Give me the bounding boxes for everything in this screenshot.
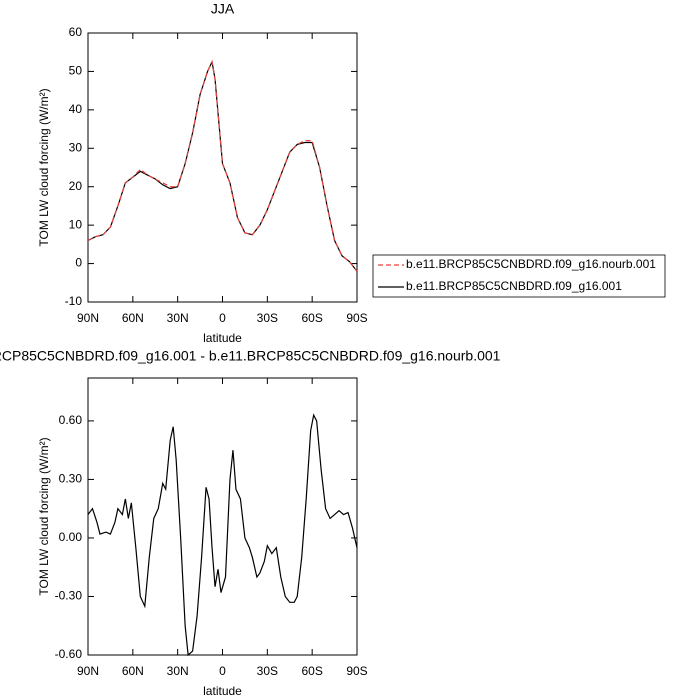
data-line — [87, 413, 358, 657]
x-tick-label: 60N — [122, 311, 144, 325]
y-tick-label: 10 — [69, 217, 83, 231]
y-tick-label: 0 — [75, 256, 82, 270]
legend-label: b.e11.BRCP85C5CNBDRD.f09_g16.001 — [406, 279, 622, 293]
x-tick-label: 30N — [167, 664, 189, 678]
y-tick-label: -0.30 — [55, 589, 83, 603]
y-tick-label: 50 — [69, 64, 83, 78]
y-tick-label: 20 — [69, 179, 83, 193]
y-tick-label: 40 — [69, 102, 83, 116]
x-tick-label: 90N — [77, 664, 99, 678]
y-tick-label: -10 — [65, 294, 83, 308]
data-line — [87, 59, 358, 272]
x-tick-label: 30S — [257, 311, 278, 325]
y-tick-label: 60 — [69, 25, 83, 39]
x-tick-label: 30S — [257, 664, 278, 678]
x-tick-label: 90S — [346, 664, 367, 678]
x-tick-label: 0 — [219, 664, 226, 678]
plot-frame — [87, 32, 358, 303]
y-tick-label: -0.60 — [55, 647, 83, 661]
legend-frame — [372, 254, 666, 298]
x-tick-label: 60S — [301, 311, 322, 325]
y-tick-label: 0.60 — [59, 413, 83, 427]
chart-title: JJA — [211, 1, 235, 17]
chart-title: b.e11.BRCP85C5CNBDRD.f09_g16.001 - b.e11… — [0, 348, 501, 364]
y-tick-label: 0.00 — [59, 530, 83, 544]
x-tick-label: 60S — [301, 664, 322, 678]
legend-label: b.e11.BRCP85C5CNBDRD.f09_g16.nourb.001 — [406, 257, 656, 271]
x-tick-label: 0 — [219, 311, 226, 325]
x-axis-label: latitude — [203, 331, 242, 345]
x-tick-label: 90N — [77, 311, 99, 325]
y-axis-label: TOM LW cloud forcing (W/m²) — [37, 437, 51, 595]
y-tick-label: 30 — [69, 140, 83, 154]
x-tick-label: 60N — [122, 664, 144, 678]
x-tick-label: 30N — [167, 311, 189, 325]
data-line — [87, 59, 358, 272]
y-tick-label: 0.30 — [59, 472, 83, 486]
x-axis-label: latitude — [203, 684, 242, 698]
y-axis-label: TOM LW cloud forcing (W/m²) — [37, 88, 51, 246]
x-tick-label: 90S — [346, 311, 367, 325]
